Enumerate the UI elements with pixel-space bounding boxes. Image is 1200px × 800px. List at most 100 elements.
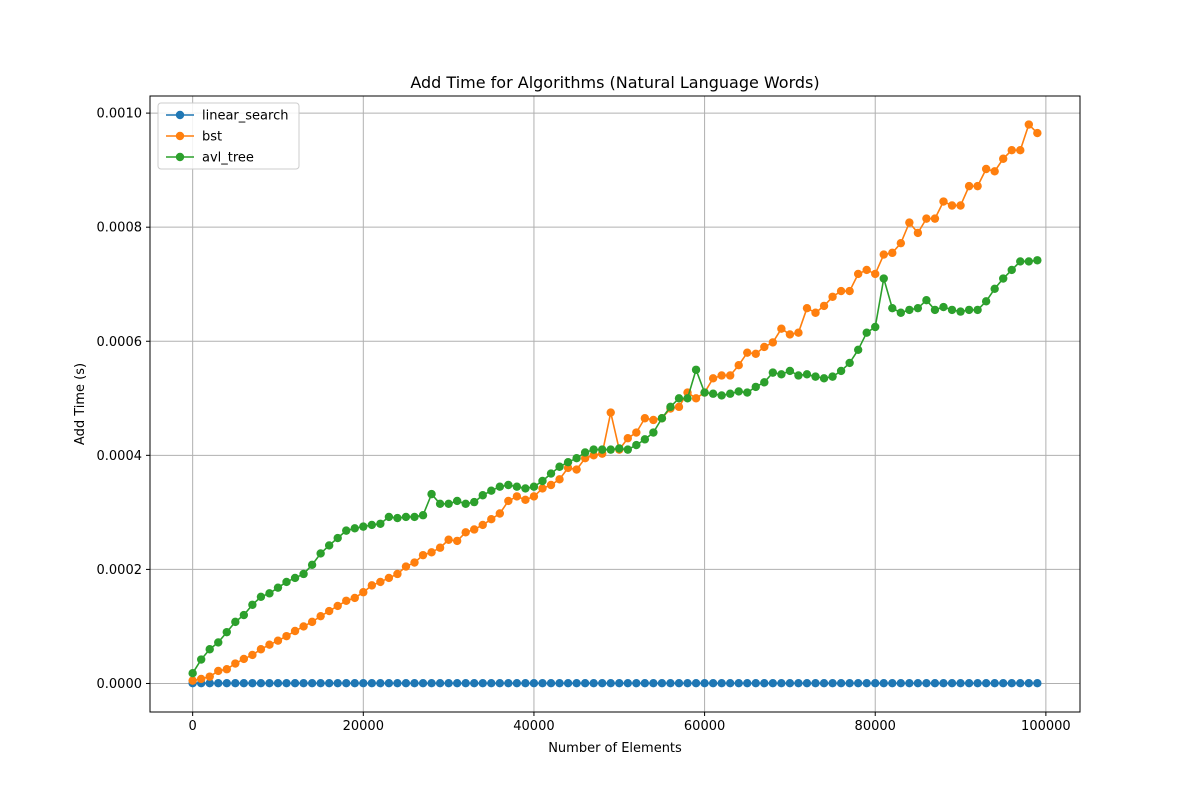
plot-frame [149,95,1081,713]
data-point [836,366,846,376]
data-point [418,679,428,688]
data-point [913,679,923,688]
data-point [922,295,931,305]
data-point [299,569,308,579]
data-point [751,382,760,392]
data-point [939,302,948,312]
data-point [1024,679,1034,688]
y-axis-label: Add Time (s) [73,363,88,445]
legend-marker [175,152,185,162]
y-tick-label: 0.0008 [97,221,143,236]
data-point [342,526,351,535]
data-point [589,445,598,454]
data-point [691,394,701,403]
data-point [760,378,769,387]
data-point [606,408,615,417]
data-point [871,322,880,332]
data-point [896,238,906,248]
data-point [418,511,428,520]
data-point [1016,679,1025,688]
legend-marker [175,131,185,141]
data-point [905,218,914,227]
data-point [794,371,803,380]
data-point [427,489,436,499]
data-point [853,679,863,688]
data-point [401,512,411,522]
data-point [964,679,974,688]
data-point [589,679,598,688]
data-point [606,679,615,688]
data-point [632,679,641,688]
data-point [572,465,581,474]
data-point [452,496,462,506]
data-point [947,679,957,688]
data-point [845,358,854,368]
data-point [538,476,547,486]
data-point [760,342,769,352]
data-point [205,645,214,654]
data-point [393,569,402,579]
data-point [572,453,581,463]
data-point [845,286,854,296]
data-point [495,482,505,491]
data-point [743,348,752,357]
data-point [384,573,394,583]
data-point [930,214,940,223]
data-point [265,679,274,688]
data-point [649,415,658,425]
data-point [359,679,368,688]
data-point [939,679,948,688]
data-point [734,387,743,396]
data-point [683,679,692,688]
data-point [401,679,411,688]
data-point [785,366,795,376]
data-point [478,491,487,500]
data-point [546,469,556,478]
data-point [999,274,1008,283]
data-point [930,305,940,315]
data-point [452,679,462,688]
data-point [632,440,641,450]
data-point [512,679,522,688]
data-point [572,679,581,688]
data-point [973,305,982,315]
data-point [256,645,266,654]
data-point [888,248,897,258]
data-point [862,265,871,275]
data-point [717,679,726,688]
data-point [538,484,547,493]
data-point [307,617,317,627]
data-point [1016,145,1025,155]
data-point [435,543,445,552]
data-point [504,480,513,490]
grid [150,96,1080,712]
data-point [794,679,803,688]
data-point [324,679,334,688]
data-point [555,462,564,471]
data-point [290,573,300,583]
data-point [504,496,513,506]
data-point [708,389,718,398]
chart-title: Add Time for Algorithms (Natural Languag… [410,73,819,92]
data-point [248,650,257,660]
legend-label: avl_tree [202,151,254,166]
data-point [487,515,496,524]
data-point [811,679,820,688]
data-point [862,328,871,337]
x-tick-label: 80000 [855,719,896,734]
data-point [214,679,223,688]
y-tick-label: 0.0010 [97,107,143,122]
data-point [751,679,760,688]
data-point [342,596,351,605]
data-point [410,679,419,688]
legend-item: bst [166,130,222,145]
data-point [487,486,496,495]
data-point [990,284,999,293]
data-point [461,528,470,537]
data-point [836,286,846,296]
data-point [316,611,325,621]
data-point [222,679,231,688]
data-point [649,679,658,688]
data-point [487,679,496,688]
data-point [563,679,573,688]
